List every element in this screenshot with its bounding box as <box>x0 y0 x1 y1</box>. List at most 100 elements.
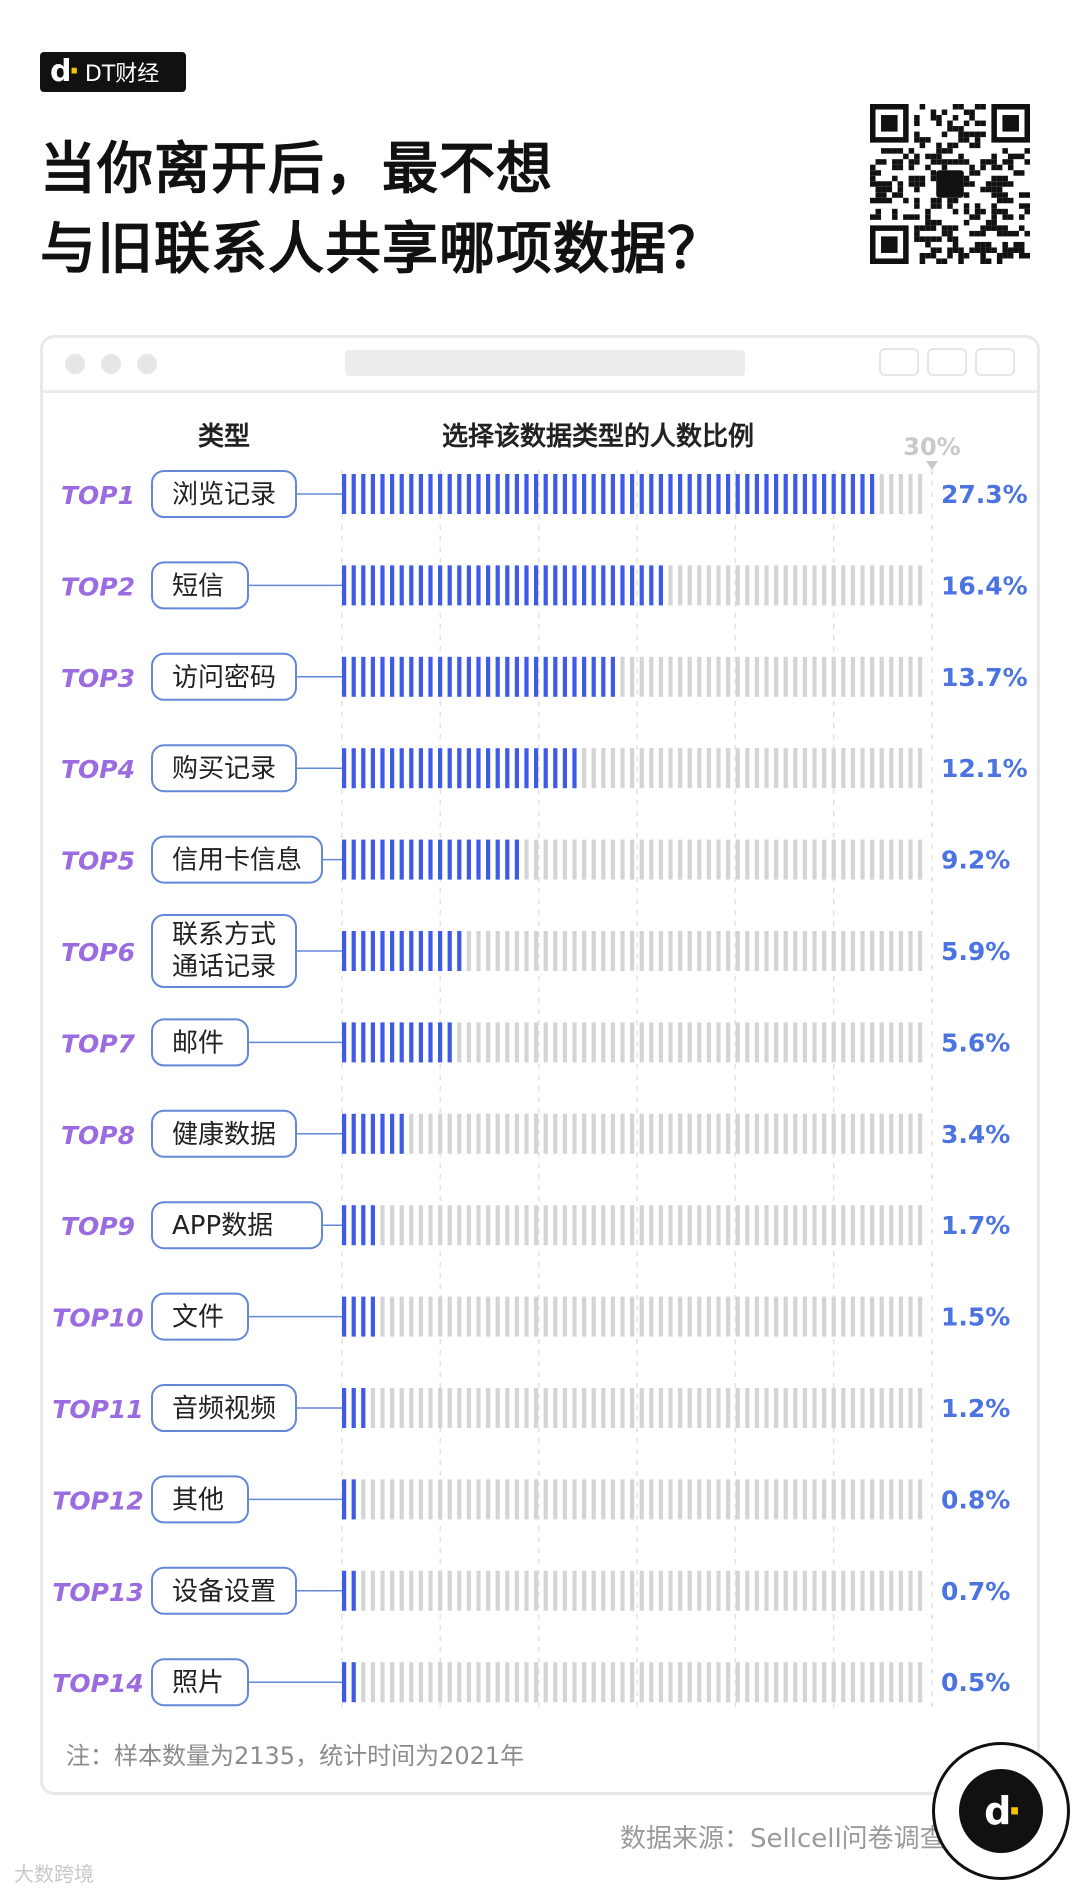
qr-module <box>1002 175 1008 182</box>
category-label: 文件 <box>172 1303 224 1333</box>
qr-module <box>974 203 981 209</box>
value-label: 1.2% <box>941 1394 1010 1423</box>
bar-fill <box>466 839 471 880</box>
bar-track <box>668 1296 673 1337</box>
bar-track <box>476 931 481 971</box>
bar-fill <box>438 474 443 514</box>
qr-module <box>914 203 920 209</box>
bar-track <box>697 1479 702 1520</box>
qr-module <box>963 203 970 209</box>
bar-track <box>486 931 491 971</box>
bar-fill <box>582 565 587 606</box>
bar-track <box>841 1662 846 1703</box>
rank-label: TOP13 <box>52 1578 143 1607</box>
bar-fill <box>361 1205 366 1246</box>
bar-track <box>754 839 759 880</box>
qr-module <box>974 142 981 149</box>
bar-track <box>476 1205 481 1246</box>
bar-track <box>370 1388 375 1428</box>
bar-track <box>697 1570 702 1611</box>
bar-track <box>678 1113 683 1154</box>
bar-track <box>697 748 702 789</box>
bar-track <box>870 1113 875 1154</box>
rank-label: TOP10 <box>52 1304 143 1333</box>
bar-fill <box>466 748 471 789</box>
bar-track <box>678 1479 683 1520</box>
qr-module <box>930 115 937 121</box>
bar-track <box>514 1570 519 1611</box>
bar-fill <box>668 474 673 514</box>
qr-module <box>947 148 953 154</box>
dt-logo-icon: d· <box>50 54 80 89</box>
qr-module <box>963 181 970 187</box>
bar-track <box>726 656 731 697</box>
bar-fill <box>361 748 366 789</box>
bar-track <box>399 1662 404 1703</box>
qr-module <box>1002 252 1008 259</box>
bar-track <box>860 1570 865 1611</box>
bar-track <box>495 1296 500 1337</box>
bar-track <box>447 1388 452 1428</box>
bar-track <box>860 656 865 697</box>
bar-track <box>726 565 731 606</box>
bar-track <box>774 565 779 606</box>
bar-track <box>822 1479 827 1520</box>
bar-track <box>745 565 750 606</box>
qr-module <box>1002 208 1008 215</box>
bar-fill <box>418 656 423 697</box>
qr-module <box>936 120 942 127</box>
bar-track <box>543 1479 548 1520</box>
bar-track <box>582 931 587 971</box>
bar-fill <box>342 1113 347 1154</box>
qr-module <box>914 153 920 160</box>
bar-fill <box>351 931 356 971</box>
bar-track <box>534 1662 539 1703</box>
bar-fill <box>524 748 529 789</box>
bar-track <box>735 1022 740 1063</box>
data-source: 数据来源：Sellcell问卷调查 <box>620 1824 946 1854</box>
qr-module <box>1007 252 1014 259</box>
bar-track <box>774 1388 779 1428</box>
bar-fill <box>342 1388 347 1428</box>
bar-track <box>678 931 683 971</box>
bar-track <box>649 839 654 880</box>
bar-fill <box>476 565 481 606</box>
bar-track <box>399 1479 404 1520</box>
category-label: 健康数据 <box>172 1120 276 1150</box>
bar-fill <box>351 1662 356 1703</box>
qr-module <box>897 186 904 193</box>
bar-fill <box>754 474 759 514</box>
bar-track <box>524 1388 529 1428</box>
page-title: 当你离开后，最不想 与旧联系人共享哪项数据？ <box>40 130 840 290</box>
bar-track <box>678 565 683 606</box>
bar-track <box>582 1296 587 1337</box>
qr-module <box>947 159 953 165</box>
bar-track <box>908 1296 913 1337</box>
qr-module <box>870 164 876 171</box>
bar-track <box>687 1113 692 1154</box>
qr-module <box>1007 181 1014 187</box>
bar-track <box>543 1022 548 1063</box>
bar-track <box>534 1388 539 1428</box>
bar-track <box>908 839 913 880</box>
bar-track <box>898 1388 903 1428</box>
qr-module <box>914 181 920 187</box>
bar-track <box>726 1022 731 1063</box>
bar-fill <box>390 474 395 514</box>
bar-track <box>812 748 817 789</box>
bar-track <box>812 1296 817 1337</box>
bar-track <box>764 748 769 789</box>
bar-track <box>658 1570 663 1611</box>
qr-module <box>881 159 887 165</box>
qr-module <box>930 197 937 204</box>
bar-fill <box>610 656 615 697</box>
dt-badge-icon: d · <box>959 1769 1043 1853</box>
bar-fill <box>620 474 625 514</box>
title-line-1: 当你离开后，最不想 <box>40 137 553 202</box>
qr-module <box>991 192 997 198</box>
bar-track <box>476 1479 481 1520</box>
bar-fill <box>390 1113 395 1154</box>
bar-fill <box>495 839 500 880</box>
bar-track <box>601 839 606 880</box>
bar-track <box>735 1662 740 1703</box>
